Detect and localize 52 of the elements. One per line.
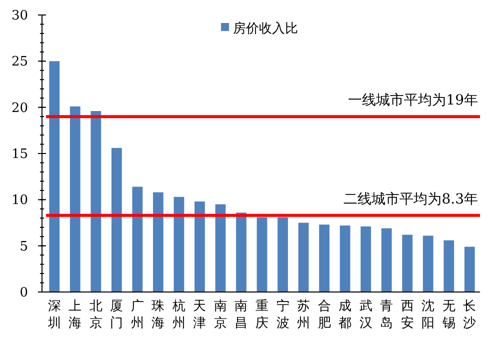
- x-tick-label: 广州: [130, 299, 144, 331]
- bar: [444, 240, 454, 292]
- x-tick-label: 长沙: [463, 299, 476, 331]
- bar: [298, 222, 309, 292]
- bar: [340, 226, 350, 292]
- bar: [153, 192, 164, 292]
- bar: [381, 228, 392, 292]
- x-tick-label: 南昌: [234, 299, 248, 331]
- bar: [402, 234, 413, 292]
- x-tick-label: 厦门: [110, 299, 124, 331]
- y-tick-label: 15: [11, 147, 28, 162]
- bar: [422, 236, 434, 292]
- y-tick-label: 20: [11, 100, 28, 116]
- x-tick-label: 上海: [68, 299, 82, 331]
- y-tick-label: 30: [11, 8, 28, 24]
- y-tick-label: 5: [20, 239, 28, 254]
- ref-line-label: 二线城市平均为8.3年: [344, 191, 478, 208]
- bar: [215, 204, 226, 292]
- bar: [319, 224, 330, 292]
- bar: [90, 111, 102, 292]
- x-tick-label: 无锡: [441, 299, 456, 331]
- ref-line-label: 一线城市平均为19年: [348, 92, 478, 109]
- bar: [174, 196, 184, 292]
- bar: [111, 148, 122, 292]
- bar: [278, 217, 288, 292]
- x-tick-label: 合肥: [318, 299, 331, 331]
- x-tick-label: 西安: [400, 299, 414, 331]
- bar: [256, 217, 268, 292]
- y-tick-label: 10: [11, 193, 28, 208]
- x-tick-label: 武汉: [359, 299, 372, 331]
- y-tick-label: 25: [11, 54, 28, 70]
- x-tick-label: 重庆: [256, 299, 268, 331]
- x-tick-label: 珠海: [152, 299, 165, 331]
- bar: [236, 212, 246, 292]
- x-tick-label: 北京: [89, 299, 102, 331]
- x-tick-label: 南京: [214, 299, 227, 331]
- bar: [70, 106, 80, 292]
- bar: [49, 61, 60, 292]
- bar: [360, 226, 371, 292]
- legend-label: 房价收入比: [233, 20, 298, 37]
- bar: [132, 186, 143, 292]
- bar: [194, 202, 205, 292]
- x-tick-label: 宁波: [276, 298, 290, 331]
- x-tick-label: 深圳: [46, 299, 61, 331]
- x-tick-label: 杭州: [171, 299, 186, 331]
- x-tick-label: 青岛: [380, 299, 394, 331]
- x-tick-label: 天津: [193, 299, 206, 331]
- x-tick-label: 苏州: [297, 299, 310, 331]
- x-tick-label: 沈阳: [422, 299, 435, 331]
- bar: [464, 246, 475, 292]
- x-tick-label: 成都: [338, 299, 352, 331]
- y-tick-label: 0: [20, 286, 28, 301]
